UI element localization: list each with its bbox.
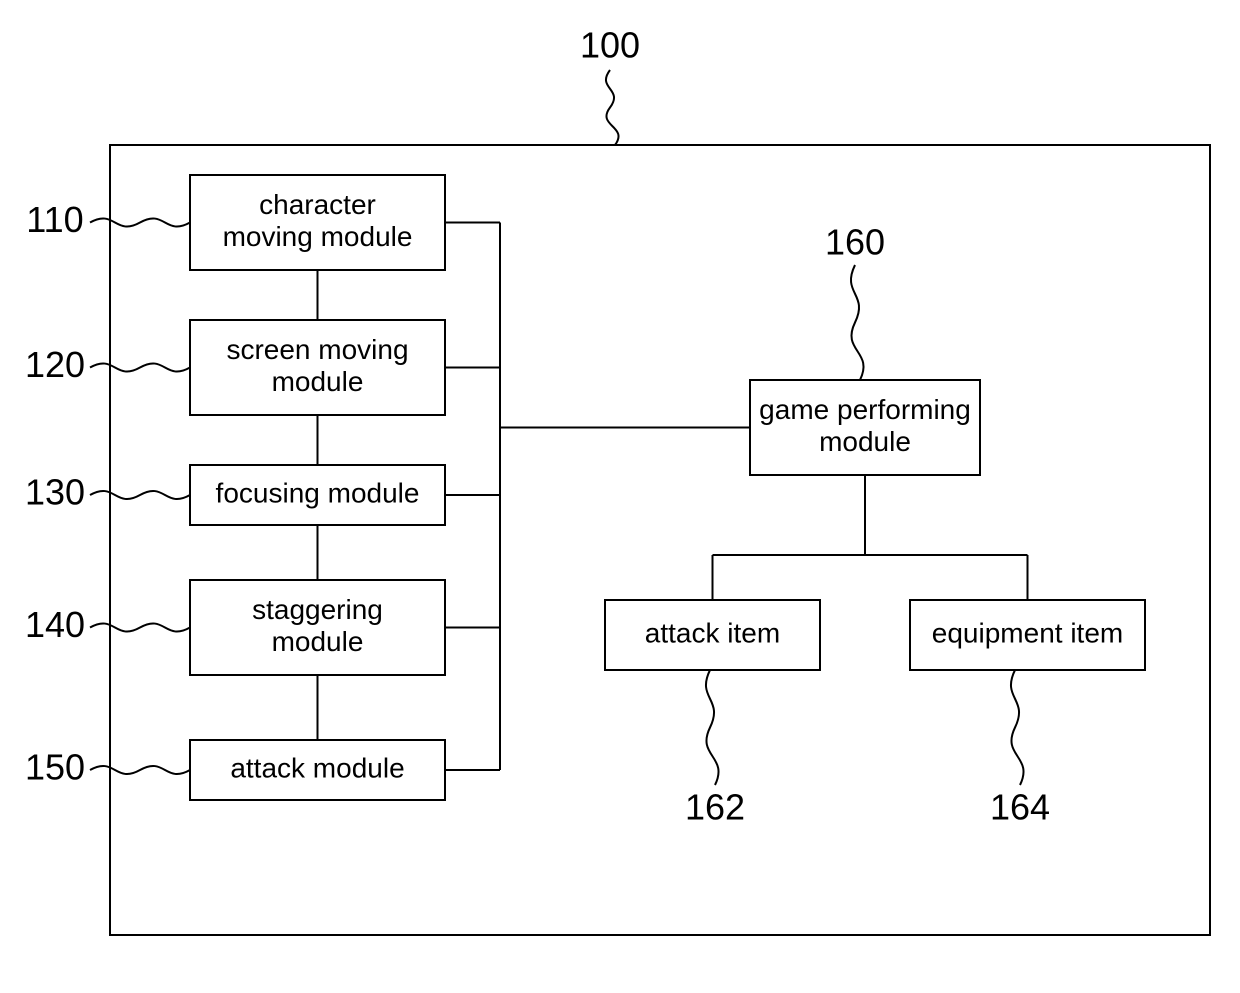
module-focusing-label-line-0: focusing module <box>216 477 420 508</box>
ref-160: 160 <box>825 222 885 263</box>
module-equipment-item-label-line-0: equipment item <box>932 617 1123 648</box>
ref-110: 110 <box>26 199 83 240</box>
ref-100: 100 <box>580 25 640 66</box>
ref-150: 150 <box>25 747 85 788</box>
module-char-move-label-line-0: character <box>259 189 376 220</box>
module-screen-move-label-line-0: screen moving <box>226 334 408 365</box>
ref-164: 164 <box>990 787 1050 828</box>
ref-140: 140 <box>25 604 85 645</box>
module-game-perf-label-line-1: module <box>819 426 911 457</box>
module-staggering-label-line-1: module <box>272 626 364 657</box>
ref-130: 130 <box>25 472 85 513</box>
module-attack-label-line-0: attack module <box>230 752 404 783</box>
module-staggering-label-line-0: staggering <box>252 594 383 625</box>
diagram-canvas: charactermoving module110screen movingmo… <box>0 0 1240 993</box>
leader-100 <box>606 70 619 145</box>
ref-162: 162 <box>685 787 745 828</box>
module-game-perf-label-line-0: game performing <box>759 394 971 425</box>
ref-120: 120 <box>25 344 85 385</box>
module-screen-move-label-line-1: module <box>272 366 364 397</box>
module-attack-item-label-line-0: attack item <box>645 617 780 648</box>
module-char-move-label-line-1: moving module <box>223 221 413 252</box>
